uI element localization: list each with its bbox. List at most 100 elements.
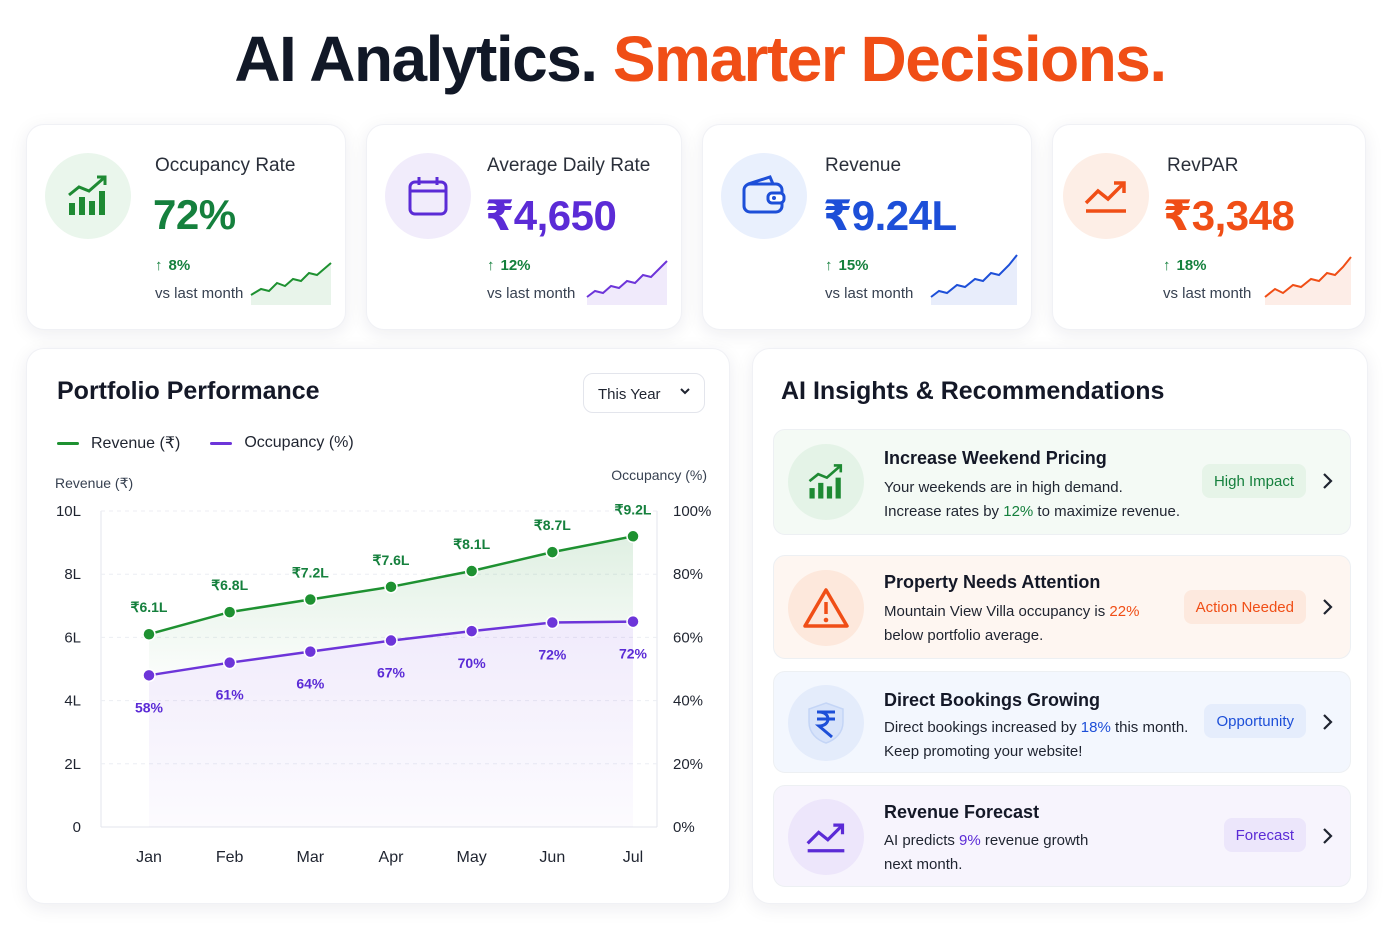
chevron-right-icon[interactable]: [1320, 826, 1334, 851]
sparkline: [586, 260, 668, 305]
kpi-vs-label: vs last month: [1163, 285, 1252, 302]
insight-card-direct-bookings[interactable]: Direct Bookings Growing Direct bookings …: [773, 671, 1351, 773]
occupancy-point: [222, 655, 237, 670]
kpi-delta-value: 15%: [838, 257, 869, 274]
occupancy-data-label: 64%: [296, 676, 325, 692]
revenue-area-fill: [149, 536, 633, 676]
impact-badge: Forecast: [1223, 818, 1306, 852]
insight-description: Mountain View Villa occupancy is 22% bel…: [884, 600, 1139, 648]
trend-up-icon: [788, 799, 864, 875]
insight-description: AI predicts 9% revenue growth next month…: [884, 829, 1088, 877]
impact-badge: Action Needed: [1183, 590, 1306, 624]
insight-highlight: 18%: [1080, 719, 1111, 736]
insight-line: next month.: [884, 856, 963, 873]
portfolio-line-chart: Revenue (₹) Occupancy (%) 0 2L 4L 6L 8L 10L 0%…: [55, 467, 711, 866]
calendar-icon: [385, 153, 471, 239]
kpi-card-adr[interactable]: Average Daily Rate ₹4,650 ↑ 12% vs last m…: [366, 124, 682, 330]
insight-description: Your weekends are in high demand. Increa…: [884, 476, 1180, 524]
legend-swatch: [210, 441, 233, 445]
y-right-tick-label: 20%: [673, 756, 703, 773]
occupancy-data-label: 72%: [619, 646, 648, 662]
legend-item-revenue[interactable]: Revenue (₹): [57, 433, 180, 453]
headline-accent: Smarter Decisions.: [612, 23, 1167, 95]
period-select[interactable]: This Year: [583, 373, 705, 413]
kpi-card-occupancy[interactable]: Occupancy Rate 72% ↑ 8% vs last month: [26, 124, 346, 330]
y-left-tick-label: 4L: [64, 693, 81, 710]
insight-card-revenue-forecast[interactable]: Revenue Forecast AI predicts 9% revenue …: [773, 785, 1351, 887]
kpi-card-revenue[interactable]: Revenue ₹9.24L ↑ 15% vs last month: [702, 124, 1032, 330]
occupancy-point: [626, 614, 640, 629]
chevron-down-icon: [678, 384, 692, 402]
occupancy-data-label: 67%: [377, 665, 406, 681]
revenue-data-label: ₹6.1L: [131, 599, 168, 615]
chevron-right-icon[interactable]: [1320, 597, 1334, 622]
revenue-point: [303, 592, 318, 607]
insight-text: revenue growth: [980, 832, 1089, 849]
insight-highlight: 22%: [1109, 603, 1140, 620]
panel-title: Portfolio Performance: [57, 377, 320, 405]
bar-chart-up-icon: [788, 444, 864, 520]
chart-legend: Revenue (₹) Occupancy (%): [57, 433, 354, 453]
occupancy-point: [464, 624, 479, 638]
panel-title: AI Insights & Recommendations: [781, 377, 1165, 405]
legend-label: Occupancy (%): [244, 434, 354, 451]
insight-text: this month.: [1110, 719, 1189, 736]
occupancy-data-label: 70%: [458, 655, 487, 671]
insight-highlight: 9%: [959, 832, 981, 849]
insight-text: to maximize revenue.: [1033, 503, 1180, 520]
occupancy-area-fill: [149, 621, 633, 827]
arrow-up-icon: ↑: [1163, 257, 1171, 274]
y-right-tick-label: 80%: [673, 566, 703, 583]
kpi-delta: ↑ 18%: [1163, 257, 1207, 274]
chevron-right-icon[interactable]: [1320, 712, 1334, 737]
x-tick-label: May: [457, 849, 487, 866]
y-left-tick-label: 0: [73, 819, 81, 836]
occupancy-data-label: 58%: [135, 699, 164, 715]
revenue-data-label: ₹7.6L: [373, 552, 410, 568]
kpi-card-revpar[interactable]: RevPAR ₹3,348 ↑ 18% vs last month: [1052, 124, 1366, 330]
arrow-up-icon: ↑: [487, 257, 495, 274]
arrow-up-icon: ↑: [155, 257, 163, 274]
revenue-point: [545, 545, 560, 559]
kpi-label: Average Daily Rate: [487, 155, 651, 176]
insight-line: Increase rates by 12% to maximize revenu…: [884, 500, 1180, 524]
rupee-shield-icon: [788, 685, 864, 761]
occupancy-point: [384, 633, 398, 648]
y-right-tick-label: 100%: [673, 503, 711, 520]
period-select-value: This Year: [598, 386, 661, 403]
x-tick-label: Jan: [136, 849, 162, 866]
insight-card-weekend-pricing[interactable]: Increase Weekend Pricing Your weekends a…: [773, 429, 1351, 535]
kpi-value: ₹9.24L: [823, 192, 957, 239]
x-tick-label: Mar: [297, 849, 325, 866]
insight-title: Increase Weekend Pricing: [884, 448, 1107, 468]
legend-swatch: [57, 441, 79, 445]
page-headline: AI Analytics. Smarter Decisions.: [0, 22, 1400, 96]
revenue-data-label: ₹9.2L: [615, 501, 652, 517]
legend-item-occupancy[interactable]: Occupancy (%): [210, 433, 354, 453]
occupancy-data-label: 61%: [216, 687, 245, 703]
revenue-point: [384, 580, 398, 594]
occupancy-point: [142, 668, 156, 683]
insight-title: Revenue Forecast: [884, 802, 1040, 822]
insight-text: Mountain View Villa occupancy is: [884, 603, 1110, 620]
x-tick-label: Apr: [379, 849, 405, 866]
insight-text: Increase rates by: [884, 503, 1004, 520]
kpi-value: ₹4,650: [485, 192, 617, 239]
insight-card-property-attention[interactable]: Property Needs Attention Mountain View V…: [773, 555, 1351, 659]
x-tick-label: Jul: [623, 849, 643, 866]
sparkline: [930, 254, 1018, 305]
kpi-delta: ↑ 8%: [155, 257, 190, 274]
chevron-right-icon[interactable]: [1320, 471, 1334, 496]
revenue-data-label: ₹7.2L: [292, 564, 329, 580]
kpi-delta: ↑ 12%: [487, 257, 531, 274]
impact-badge: High Impact: [1201, 464, 1306, 498]
revenue-data-label: ₹8.1L: [453, 536, 490, 552]
y-right-tick-label: 0%: [673, 819, 695, 836]
revenue-point: [142, 627, 156, 641]
revenue-data-label: ₹6.8L: [211, 577, 248, 593]
warning-triangle-icon: [788, 570, 864, 646]
wallet-icon: [721, 153, 807, 239]
insight-line: Direct bookings increased by 18% this mo…: [884, 716, 1188, 740]
kpi-delta-value: 12%: [500, 257, 531, 274]
insight-line: AI predicts 9% revenue growth: [884, 829, 1088, 853]
